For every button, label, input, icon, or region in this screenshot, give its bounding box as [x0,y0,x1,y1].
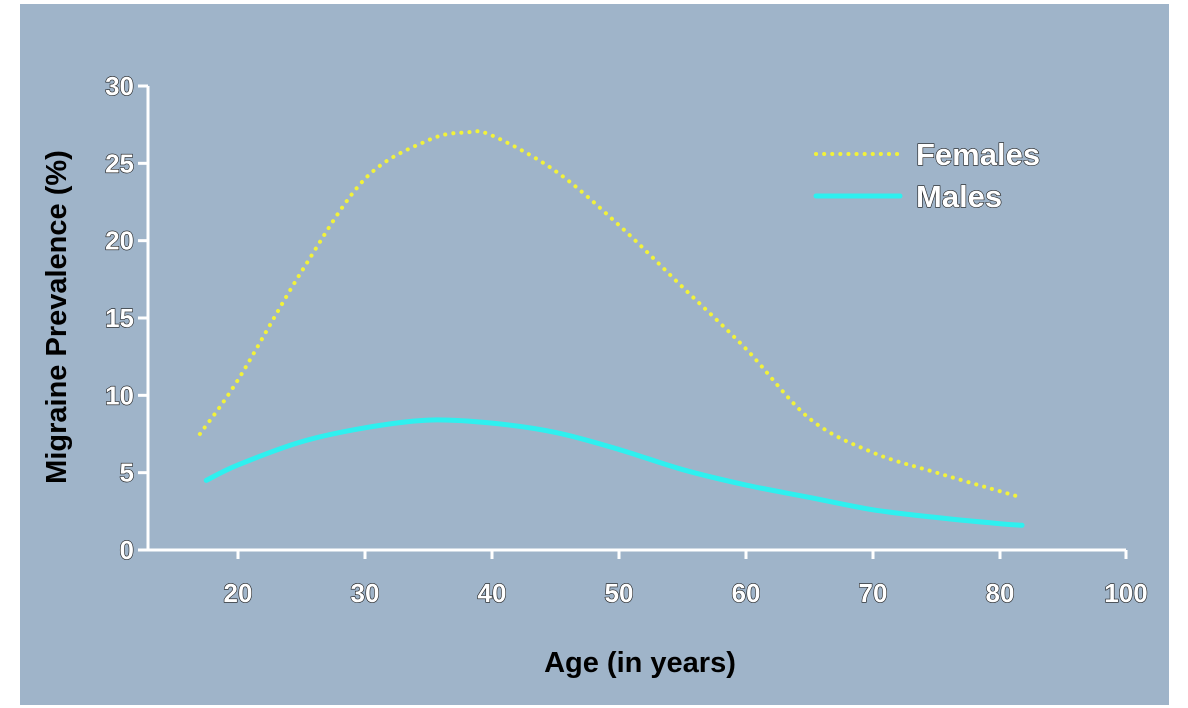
x-tick-label: 80 [986,578,1015,608]
chart-panel: 0 5 10 15 20 25 30 20 30 40 50 60 70 80 100 Females Mal… [20,4,1169,705]
tick-labels: 0 5 10 15 20 25 30 20 30 40 50 60 70 80 100 [104,70,1148,608]
x-tick-label: 30 [351,578,380,608]
legend: Females Males [813,136,1041,215]
x-tick-label: 40 [478,578,507,608]
legend-label-females: Females [916,137,1040,172]
x-tick-label: 100 [1104,578,1147,608]
x-tick-label: 70 [859,578,888,608]
y-tick-label: 20 [105,226,134,256]
legend-label-males: Males [916,179,1002,214]
y-tick-label: 5 [120,458,134,488]
migraine-prevalence-chart: 0 5 10 15 20 25 30 20 30 40 50 60 70 80 100 Females Mal… [41,70,1148,679]
x-axis-title: Age (in years) [544,647,736,679]
y-tick-label: 30 [105,71,134,101]
males-line [203,417,1025,528]
y-tick-label: 15 [105,303,134,333]
y-axis-title: Migraine Prevalence (%) [41,150,73,484]
y-tick-label: 25 [105,148,134,178]
y-tick-label: 10 [105,380,134,410]
series-lines [197,129,1025,528]
y-tick-label: 0 [120,535,134,565]
axes [138,84,1128,559]
females-line [197,129,1018,498]
x-tick-label: 50 [605,578,634,608]
x-tick-label: 20 [224,578,253,608]
x-tick-label: 60 [732,578,761,608]
